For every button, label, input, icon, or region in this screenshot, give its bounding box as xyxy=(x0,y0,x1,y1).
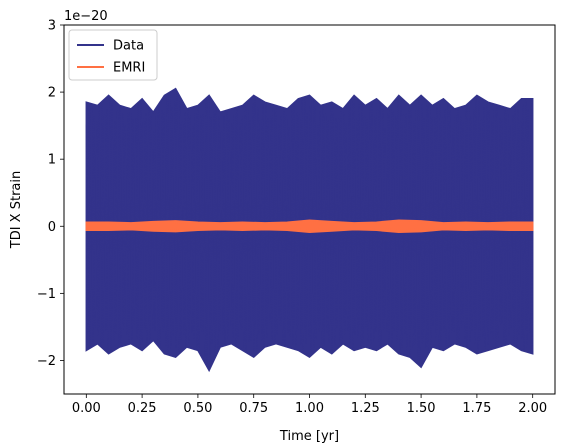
x-tick-label: 1.25 xyxy=(351,401,380,416)
y-axis-ticks: −2 −1 0 1 2 3 xyxy=(37,19,64,369)
x-axis-label: Time [yr] xyxy=(279,429,339,444)
y-tick-label: −1 xyxy=(37,287,56,302)
y-tick-label: 1 xyxy=(48,153,56,168)
legend-label-emri: EMRI xyxy=(113,61,145,76)
x-tick-label: 0.25 xyxy=(128,401,157,416)
series-emri-line xyxy=(85,220,533,233)
legend: Data EMRI xyxy=(68,29,158,81)
y-tick-label: −2 xyxy=(37,354,56,369)
x-axis-ticks: 0.00 0.25 0.50 0.75 1.00 1.25 1.50 1.75 2.00 xyxy=(72,394,547,416)
y-tick-label: 0 xyxy=(48,220,56,235)
x-tick-label: 1.50 xyxy=(407,401,436,416)
y-axis-label: TDI X Strain xyxy=(9,171,24,249)
y-tick-label: 3 xyxy=(48,19,56,34)
plot-area xyxy=(85,87,534,373)
y-scale-offset: 1e−20 xyxy=(64,9,108,24)
legend-label-data: Data xyxy=(113,39,144,54)
x-tick-label: 0.00 xyxy=(72,401,101,416)
x-tick-label: 0.50 xyxy=(183,401,212,416)
x-tick-label: 2.00 xyxy=(518,401,547,416)
x-tick-label: 1.75 xyxy=(462,401,491,416)
y-tick-label: 2 xyxy=(48,86,56,101)
x-tick-label: 1.00 xyxy=(295,401,324,416)
x-tick-label: 0.75 xyxy=(239,401,268,416)
